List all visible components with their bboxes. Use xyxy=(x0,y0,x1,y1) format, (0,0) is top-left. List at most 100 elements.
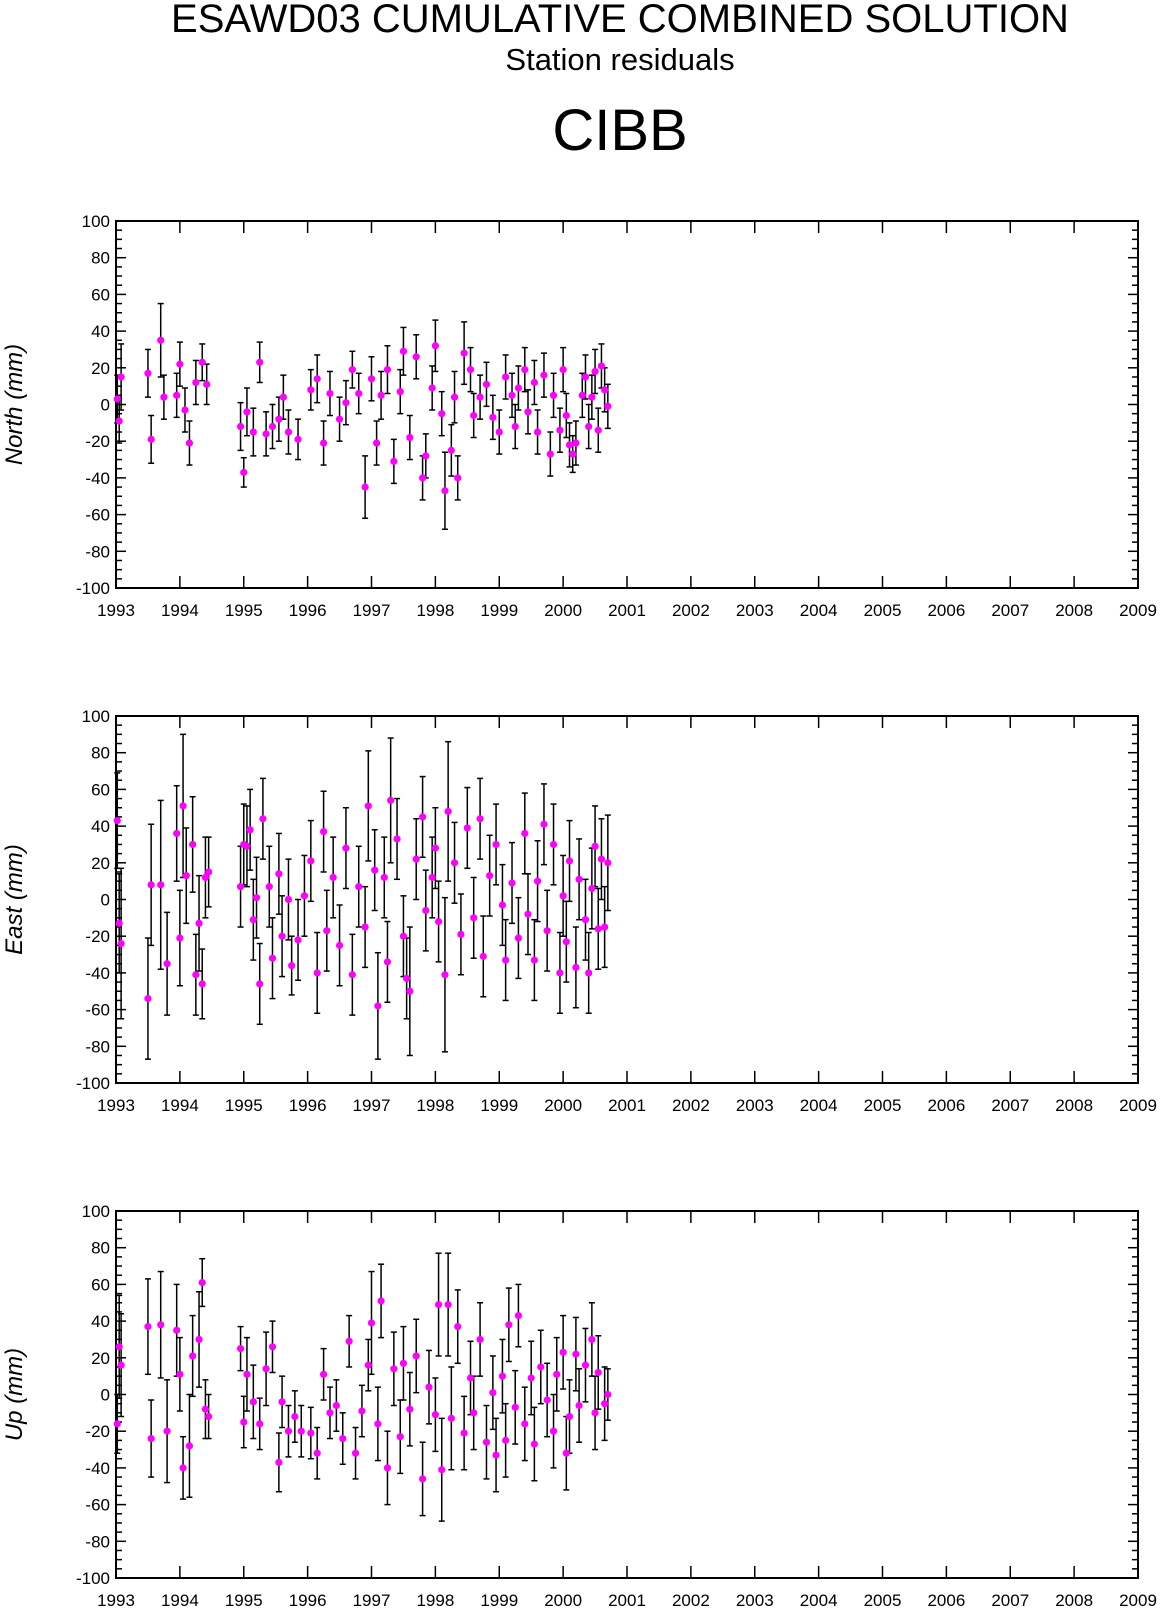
data-point xyxy=(412,855,420,863)
y-tick-label: 100 xyxy=(82,1202,110,1221)
data-point xyxy=(441,971,449,979)
data-point xyxy=(189,1352,197,1360)
data-point xyxy=(454,474,462,482)
data-point xyxy=(240,1418,248,1426)
data-point xyxy=(383,366,392,374)
x-tick-label: 2009 xyxy=(1119,1591,1157,1610)
data-point xyxy=(377,1297,385,1305)
data-point xyxy=(450,859,459,867)
data-point xyxy=(268,1343,277,1351)
data-point xyxy=(198,358,206,366)
data-point xyxy=(601,1400,609,1408)
data-point xyxy=(450,393,459,401)
data-point xyxy=(399,347,408,355)
data-point xyxy=(489,413,497,421)
data-point xyxy=(358,1407,366,1415)
data-point xyxy=(236,883,245,891)
data-point xyxy=(406,433,414,442)
data-point xyxy=(256,358,264,366)
x-tick-label: 1993 xyxy=(97,601,135,620)
x-tick-label: 1994 xyxy=(161,601,199,620)
data-point xyxy=(294,936,302,944)
data-point xyxy=(278,932,286,940)
plot-frame xyxy=(115,220,1139,589)
data-point xyxy=(113,1420,121,1428)
data-point xyxy=(419,1475,427,1483)
data-point xyxy=(559,366,567,374)
data-point xyxy=(498,901,507,909)
data-point xyxy=(176,934,184,942)
y-tick-label: 60 xyxy=(91,1275,110,1294)
data-point xyxy=(268,954,277,962)
x-tick-label: 2000 xyxy=(544,1096,582,1115)
data-point xyxy=(492,840,500,849)
data-point xyxy=(262,430,270,438)
data-point xyxy=(147,435,155,443)
data-point xyxy=(591,367,599,376)
x-tick-label: 1999 xyxy=(480,1591,518,1610)
y-tick-label: -40 xyxy=(85,469,110,488)
y-tick-label: 40 xyxy=(91,322,110,341)
data-point xyxy=(604,402,612,410)
data-point xyxy=(144,1323,152,1331)
data-point xyxy=(252,894,261,902)
y-tick-label: -80 xyxy=(85,542,110,561)
data-point xyxy=(502,956,510,964)
data-point xyxy=(463,824,471,832)
data-point xyxy=(313,969,321,977)
data-point xyxy=(556,969,564,977)
data-point xyxy=(115,1343,123,1351)
data-point xyxy=(201,1405,210,1413)
x-tick-label: 2001 xyxy=(608,1591,646,1610)
x-tick-label: 2001 xyxy=(608,601,646,620)
x-tick-label: 1999 xyxy=(480,601,518,620)
y-tick-label: 20 xyxy=(91,854,110,873)
data-point xyxy=(502,1436,510,1444)
y-tick-label: -80 xyxy=(85,1037,110,1056)
data-point xyxy=(284,895,293,904)
x-tick-label: 2004 xyxy=(800,601,838,620)
data-point xyxy=(300,892,309,900)
data-point xyxy=(419,474,427,482)
data-point xyxy=(559,892,567,900)
data-point xyxy=(601,386,609,394)
data-point xyxy=(275,415,283,423)
data-point xyxy=(297,1427,305,1435)
data-point xyxy=(249,916,257,924)
data-point xyxy=(373,439,381,447)
data-point xyxy=(594,925,602,933)
data-point xyxy=(569,450,577,458)
data-point xyxy=(326,389,334,398)
chart-panel-2: -100 -80 -60 -40 -20 0 20 40 60 80 100 1993 1994 1995… xyxy=(1,707,1157,1115)
data-point xyxy=(377,391,385,399)
data-point xyxy=(537,1363,545,1371)
data-point xyxy=(572,439,580,447)
data-series xyxy=(113,733,612,1060)
data-point xyxy=(275,1458,283,1466)
data-point xyxy=(524,910,532,918)
x-tick-label: 1999 xyxy=(480,1096,518,1115)
data-point xyxy=(431,1411,439,1419)
data-point xyxy=(502,373,510,381)
data-point xyxy=(581,916,590,924)
data-point xyxy=(157,336,165,344)
y-axis-label: East (mm) xyxy=(1,844,28,955)
data-point xyxy=(562,411,570,420)
data-point xyxy=(466,366,475,374)
data-point xyxy=(176,360,184,368)
data-point xyxy=(205,1412,213,1421)
y-tick-label: 20 xyxy=(91,359,110,378)
data-point xyxy=(387,796,395,805)
data-point xyxy=(361,923,369,931)
data-point xyxy=(543,1396,551,1404)
x-tick-label: 1997 xyxy=(353,1591,391,1610)
data-point xyxy=(307,857,315,865)
data-point xyxy=(492,1451,500,1459)
data-point xyxy=(364,802,372,810)
x-tick-label: 2006 xyxy=(927,1591,965,1610)
data-point xyxy=(243,842,251,850)
x-tick-label: 1998 xyxy=(416,601,454,620)
data-point xyxy=(604,859,612,867)
data-point xyxy=(527,1374,535,1382)
data-point xyxy=(454,1323,462,1331)
